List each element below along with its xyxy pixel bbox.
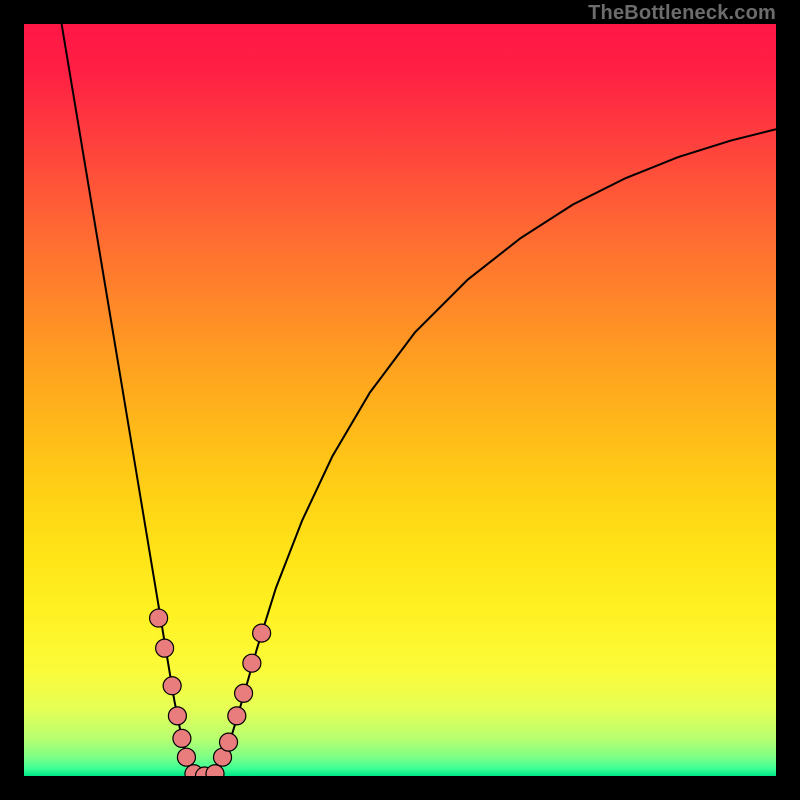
data-marker: [150, 609, 168, 627]
data-marker: [235, 684, 253, 702]
chart-frame: TheBottleneck.com: [0, 0, 800, 800]
data-marker: [228, 707, 246, 725]
data-marker: [220, 733, 238, 751]
data-marker: [173, 729, 191, 747]
plot-area: [24, 24, 776, 776]
data-marker: [243, 654, 261, 672]
data-marker: [168, 707, 186, 725]
curves-layer: [24, 24, 776, 776]
watermark-text: TheBottleneck.com: [588, 2, 776, 25]
data-marker: [253, 624, 271, 642]
marker-group: [150, 609, 271, 776]
data-marker: [156, 639, 174, 657]
data-marker: [163, 677, 181, 695]
curve-left: [62, 24, 205, 776]
data-marker: [177, 748, 195, 766]
curve-right: [204, 129, 776, 776]
